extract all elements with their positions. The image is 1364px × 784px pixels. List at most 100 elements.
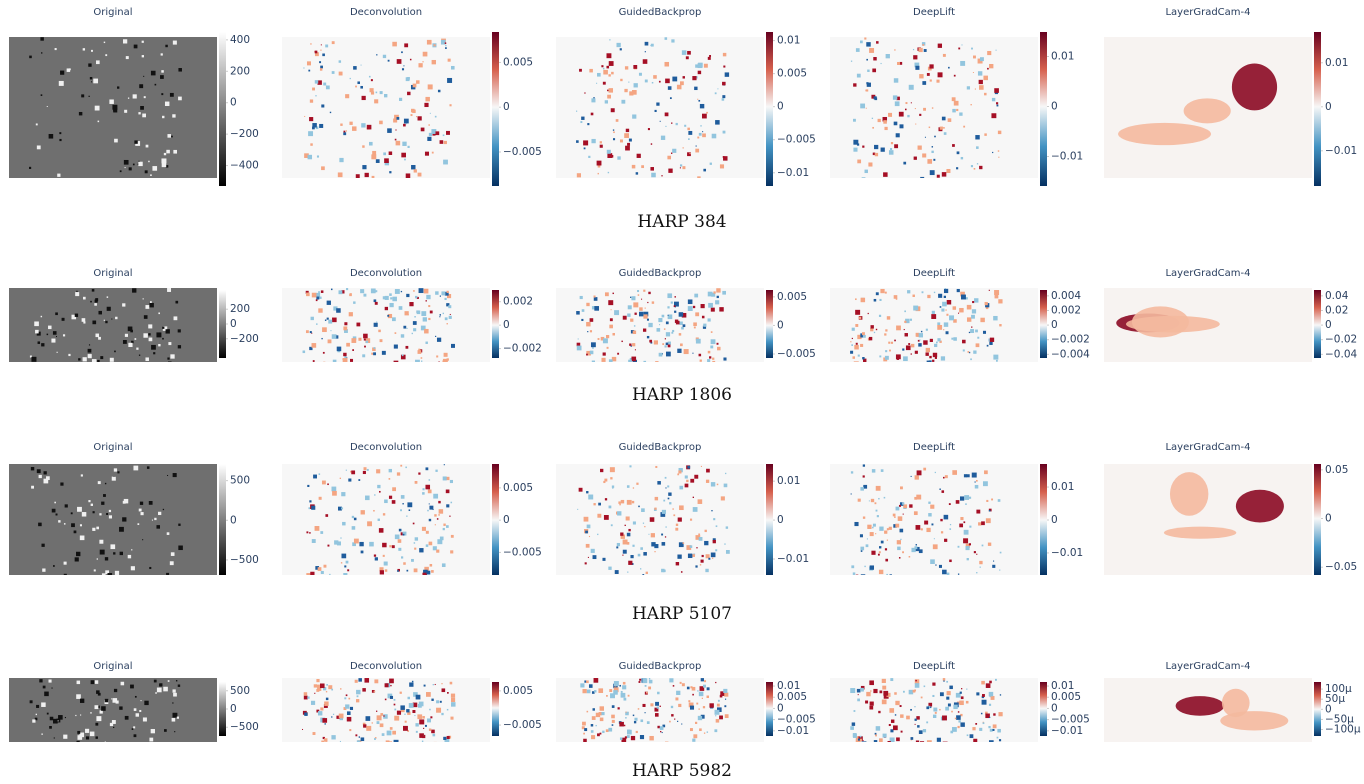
- image-pixel: [312, 123, 317, 128]
- image-pixel: [170, 552, 175, 556]
- image-pixel: [96, 716, 102, 722]
- image-pixel: [303, 67, 305, 69]
- image-pixel: [702, 133, 706, 138]
- image-pixel: [349, 121, 353, 125]
- image-pixel: [692, 305, 696, 309]
- image-pixel: [431, 129, 437, 134]
- image-pixel: [665, 342, 669, 346]
- image-pixel: [931, 310, 935, 314]
- image-pixel: [650, 703, 654, 707]
- image-pixel: [678, 470, 682, 474]
- image-pixel: [865, 544, 869, 548]
- image-pixel: [389, 293, 392, 296]
- image-pixel: [400, 509, 402, 512]
- image-pixel: [172, 712, 178, 718]
- image-pixel: [677, 348, 682, 353]
- image-pixel: [599, 732, 602, 735]
- image-pixel: [106, 306, 111, 311]
- image-pixel: [879, 298, 882, 301]
- image-pixel: [64, 716, 67, 719]
- image-pixel: [171, 135, 173, 138]
- image-pixel: [980, 317, 985, 323]
- image-pixel: [413, 290, 415, 292]
- image-pixel: [641, 508, 645, 512]
- image-pixel: [46, 105, 48, 107]
- image-pixel: [353, 301, 356, 304]
- image-pixel: [400, 705, 405, 710]
- image-pixel: [998, 156, 1000, 158]
- image-pixel: [356, 695, 359, 698]
- image-pixel: [591, 735, 596, 740]
- image-pixel: [384, 698, 387, 701]
- image-pixel: [628, 528, 631, 532]
- image-pixel: [167, 474, 169, 476]
- image-pixel: [120, 681, 125, 686]
- image-pixel: [897, 516, 903, 521]
- image-pixel: [667, 341, 671, 345]
- image-pixel: [956, 167, 959, 170]
- image-pixel: [438, 514, 440, 516]
- image-pixel: [353, 538, 359, 544]
- image-pixel: [702, 706, 706, 709]
- image-pixel: [602, 557, 606, 561]
- image-pixel: [444, 42, 447, 44]
- image-pixel: [609, 689, 613, 692]
- image-pixel: [585, 543, 590, 548]
- image-pixel: [393, 739, 399, 742]
- image-pixel: [883, 690, 889, 696]
- image-pixel: [933, 291, 936, 294]
- image-pixel: [374, 99, 379, 104]
- image-pixel: [650, 533, 655, 538]
- image-pixel: [436, 337, 442, 342]
- image-pixel: [873, 96, 877, 100]
- heatmap-image: [9, 37, 217, 178]
- image-pixel: [869, 680, 874, 686]
- image-pixel: [702, 325, 707, 329]
- image-pixel: [910, 475, 912, 477]
- colorbar-tick-label: −0.002: [1051, 334, 1090, 346]
- image-pixel: [392, 317, 396, 322]
- image-pixel: [162, 508, 165, 511]
- image-pixel: [637, 708, 640, 710]
- image-pixel: [959, 112, 963, 116]
- image-pixel: [872, 526, 874, 529]
- image-pixel: [396, 117, 400, 120]
- image-pixel: [689, 705, 695, 710]
- image-pixel: [170, 354, 175, 359]
- colorbar-tick-label: 0: [1325, 513, 1332, 525]
- image-pixel: [626, 532, 631, 537]
- image-pixel: [598, 688, 604, 693]
- image-pixel: [317, 567, 322, 571]
- colorbar-tick-label: 0.01: [1051, 680, 1074, 692]
- image-pixel: [939, 306, 942, 308]
- image-pixel: [931, 523, 934, 526]
- image-pixel: [675, 561, 680, 566]
- image-pixel: [152, 166, 158, 171]
- image-pixel: [91, 359, 97, 362]
- image-pixel: [929, 79, 932, 82]
- image-pixel: [323, 687, 327, 691]
- image-pixel: [161, 93, 164, 96]
- image-pixel: [724, 692, 729, 697]
- image-pixel: [127, 326, 133, 332]
- image-pixel: [958, 720, 961, 723]
- image-pixel: [989, 728, 993, 732]
- image-pixel: [612, 487, 614, 489]
- image-pixel: [702, 131, 704, 133]
- image-pixel: [426, 692, 431, 697]
- image-pixel: [585, 530, 588, 534]
- image-pixel: [375, 290, 378, 293]
- image-pixel: [654, 109, 657, 113]
- image-pixel: [655, 361, 659, 362]
- image-pixel: [998, 299, 1003, 304]
- image-pixel: [94, 680, 99, 684]
- panel-title: Deconvolution: [350, 7, 422, 18]
- image-pixel: [339, 740, 341, 742]
- image-pixel: [346, 342, 350, 347]
- image-pixel: [589, 350, 594, 355]
- image-pixel: [717, 346, 721, 351]
- image-pixel: [593, 678, 599, 683]
- image-pixel: [391, 545, 395, 549]
- image-pixel: [343, 132, 347, 136]
- image-pixel: [859, 534, 863, 538]
